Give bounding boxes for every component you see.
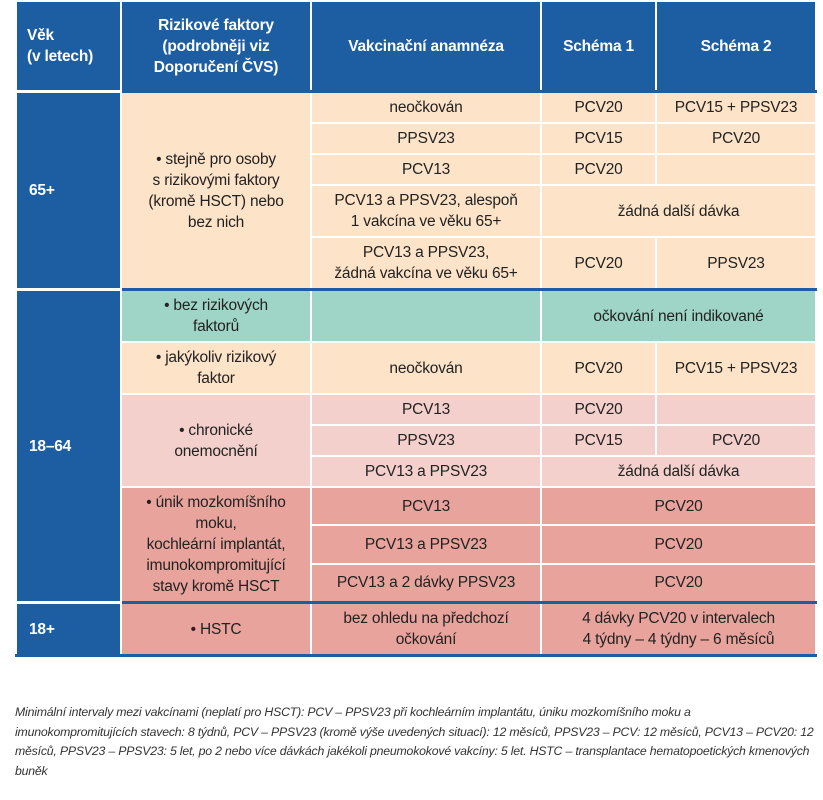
table-row: PPSV23 PCV15 PCV20 bbox=[16, 424, 817, 457]
schema-cell: PCV20 bbox=[540, 562, 817, 604]
schema2-cell: PCV20 bbox=[655, 122, 817, 155]
history-cell: PCV13 bbox=[310, 485, 542, 527]
table-row: PCV13 a PPSV23, žádná vakcína ve věku 65… bbox=[16, 236, 817, 291]
history-cell: PCV13 bbox=[310, 393, 542, 426]
history-cell: PCV13 a PPSV23, alespoň 1 vakcína ve věk… bbox=[310, 184, 542, 238]
schema2-cell: PCV15 + PPSV23 bbox=[655, 90, 817, 124]
schema2-cell bbox=[655, 393, 817, 426]
header-cell: Rizikové faktory (podrobněji viz Doporuč… bbox=[120, 0, 312, 93]
schema1-cell: PCV20 bbox=[540, 90, 657, 124]
schema-cell: PCV20 bbox=[540, 485, 817, 527]
schema1-cell: PCV20 bbox=[540, 341, 657, 395]
table-row: PCV13 a PPSV23 žádná další dávka bbox=[16, 455, 817, 488]
header-cell: Vakcinační anamnéza bbox=[310, 0, 542, 93]
table-row: • chronické onemocnění PCV13 PCV20 bbox=[16, 393, 817, 488]
history-cell: PCV13 a PPSV23 bbox=[310, 524, 542, 565]
table-row: PCV13 PCV20 bbox=[16, 153, 817, 186]
risk-factor-cell: • chronické onemocnění bbox=[120, 393, 312, 488]
history-cell: PPSV23 bbox=[310, 122, 542, 155]
risk-factor-cell: • bez rizikových faktorů bbox=[120, 288, 312, 343]
table-body: 65+ • stejně pro osoby s rizikovými fakto… bbox=[15, 90, 817, 657]
table-row: PCV13 a PPSV23, alespoň 1 vakcína ve věk… bbox=[16, 184, 817, 238]
table-row: PPSV23 PCV15 PCV20 bbox=[16, 122, 817, 155]
schema1-cell: PCV15 bbox=[540, 424, 657, 457]
age-cell: 65+ bbox=[15, 90, 122, 291]
header-row: Věk (v letech) Rizikové faktory (podrobn… bbox=[15, 0, 817, 93]
schema-cell: 4 dávky PCV20 v intervalech 4 týdny – 4 … bbox=[540, 601, 817, 657]
age-cell: 18+ bbox=[15, 601, 122, 657]
age-cell: 18–64 bbox=[15, 288, 122, 604]
schema1-cell: PCV20 bbox=[540, 236, 657, 291]
schema1-cell: PCV20 bbox=[540, 153, 657, 186]
history-cell: PCV13 a PPSV23 bbox=[310, 455, 542, 488]
header-cell: Schéma 2 bbox=[655, 0, 817, 93]
schema-cell: žádná další dávka bbox=[540, 184, 817, 238]
table-row: 18+ • HSTC bez ohledu na předchozí očkován… bbox=[15, 601, 817, 657]
history-cell: PCV13 a 2 dávky PPSV23 bbox=[310, 562, 542, 604]
table-row: • únik mozkomíšního moku, kochleární imp… bbox=[16, 485, 817, 604]
history-cell: neočkován bbox=[310, 341, 542, 395]
risk-factor-cell: • únik mozkomíšního moku, kochleární imp… bbox=[120, 486, 312, 604]
schema1-cell: PCV20 bbox=[540, 393, 657, 426]
schema-cell: očkování není indikované bbox=[540, 288, 817, 343]
risk-factor-cell: • stejně pro osoby s rizikovými faktory … bbox=[120, 90, 312, 291]
schema-cell: PCV20 bbox=[540, 524, 817, 565]
table-container: Věk (v letech) Rizikové faktory (podrobn… bbox=[15, 0, 817, 657]
footnote: Minimální intervaly mezi vakcínami (nepl… bbox=[15, 705, 814, 778]
risk-factor-cell: • jakýkoliv rizikový faktor bbox=[120, 341, 312, 395]
schema-cell: žádná další dávka bbox=[540, 455, 817, 488]
history-cell: PCV13 a PPSV23, žádná vakcína ve věku 65… bbox=[310, 236, 542, 291]
header-cell: Schéma 1 bbox=[540, 0, 657, 93]
table-row: PCV13 a 2 dávky PPSV23 PCV20 bbox=[16, 562, 817, 604]
table-header: Věk (v letech) Rizikové faktory (podrobn… bbox=[15, 0, 817, 93]
history-cell: PCV13 bbox=[310, 153, 542, 186]
schema2-cell: PCV20 bbox=[655, 424, 817, 457]
table-row: 18–64 • bez rizikových faktorů očkování ne… bbox=[15, 288, 817, 604]
table-row: PCV13 a PPSV23 PCV20 bbox=[16, 524, 817, 565]
table-row: • jakýkoliv rizikový faktor neočkován PCV2… bbox=[16, 341, 817, 395]
schema2-cell: PPSV23 bbox=[655, 236, 817, 291]
history-cell: neočkován bbox=[310, 90, 542, 124]
history-cell: bez ohledu na předchozí očkování bbox=[310, 601, 542, 657]
history-cell: PPSV23 bbox=[310, 424, 542, 457]
table-row: 65+ • stejně pro osoby s rizikovými fakto… bbox=[15, 90, 817, 291]
schema2-cell: PCV15 + PPSV23 bbox=[655, 341, 817, 395]
risk-factor-cell: • HSTC bbox=[120, 601, 312, 657]
history-cell bbox=[310, 288, 542, 343]
vaccination-table: Věk (v letech) Rizikové faktory (podrobn… bbox=[15, 0, 817, 657]
schema1-cell: PCV15 bbox=[540, 122, 657, 155]
schema2-cell bbox=[655, 153, 817, 186]
header-cell: Věk (v letech) bbox=[15, 0, 122, 93]
